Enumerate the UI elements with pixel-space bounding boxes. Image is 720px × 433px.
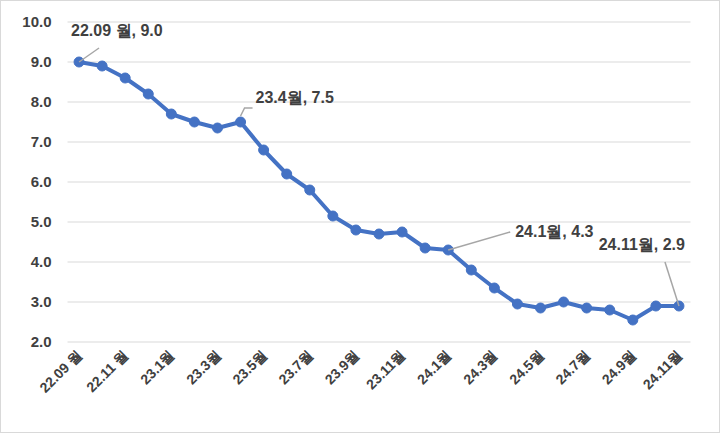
annotation: 24.1월, 4.3 (515, 223, 593, 240)
annotation: 22.09 월, 9.0 (71, 22, 163, 39)
marker (189, 117, 199, 127)
grid-line (68, 182, 691, 183)
y-tick-label: 2.0 (31, 333, 52, 350)
y-tick-label: 7.0 (31, 133, 52, 150)
x-tick-label: 23.7월 (275, 347, 315, 387)
marker (120, 73, 130, 83)
marker (582, 303, 592, 313)
marker (305, 185, 315, 195)
leader-line (665, 262, 679, 306)
x-tick-label: 23.5월 (229, 347, 269, 387)
line (79, 62, 679, 320)
x-tick-label: 23.11월 (363, 347, 408, 392)
x-tick-label: 24.11월 (640, 347, 685, 392)
grid-line (68, 222, 691, 223)
grid-line (68, 302, 691, 303)
marker (466, 265, 476, 275)
marker (374, 229, 384, 239)
y-tick-label: 10.0 (22, 13, 51, 30)
marker (351, 225, 361, 235)
y-tick-label: 3.0 (31, 293, 52, 310)
marker (512, 299, 522, 309)
y-tick-label: 9.0 (31, 53, 52, 70)
y-tick-label: 8.0 (31, 93, 52, 110)
marker (259, 145, 269, 155)
marker (536, 303, 546, 313)
grid-line (68, 142, 691, 143)
y-tick-label: 6.0 (31, 173, 52, 190)
marker (605, 305, 615, 315)
leader-line (448, 232, 510, 250)
marker (212, 123, 222, 133)
marker (651, 301, 661, 311)
x-tick-label: 22.09 월 (36, 347, 85, 396)
x-tick-label: 24.5월 (506, 347, 546, 387)
marker (282, 169, 292, 179)
marker (489, 283, 499, 293)
grid-line (68, 262, 691, 263)
leader-line (79, 48, 99, 62)
grid-line (68, 62, 691, 63)
x-tick-label: 24.1월 (414, 347, 454, 387)
x-tick-label: 22.11 월 (83, 347, 131, 395)
annotation: 23.4월, 7.5 (256, 89, 334, 106)
x-tick-label: 23.1월 (137, 347, 177, 387)
marker (420, 243, 430, 253)
marker (559, 297, 569, 307)
marker (97, 61, 107, 71)
marker (628, 315, 638, 325)
marker (143, 89, 153, 99)
x-tick-label: 24.7월 (552, 347, 592, 387)
x-tick-label: 24.9월 (598, 347, 638, 387)
grid-line (68, 342, 691, 343)
y-tick-label: 4.0 (31, 253, 52, 270)
marker (166, 109, 176, 119)
x-tick-label: 23.9월 (322, 347, 362, 387)
series (74, 57, 684, 325)
marker (328, 211, 338, 221)
chart-border (1, 1, 720, 433)
marker (236, 117, 246, 127)
grid-line (68, 102, 691, 103)
annotation: 24.11월, 2.9 (599, 236, 685, 253)
chart: 2.0 3.0 4.0 5.0 6.0 7.0 8.0 9.0 10.0 22.09 월22.11… (0, 0, 720, 433)
marker (397, 227, 407, 237)
y-tick-label: 5.0 (31, 213, 52, 230)
x-tick-label: 23.3월 (183, 347, 223, 387)
x-tick-label: 24.3월 (460, 347, 500, 387)
leader-line (241, 108, 253, 116)
